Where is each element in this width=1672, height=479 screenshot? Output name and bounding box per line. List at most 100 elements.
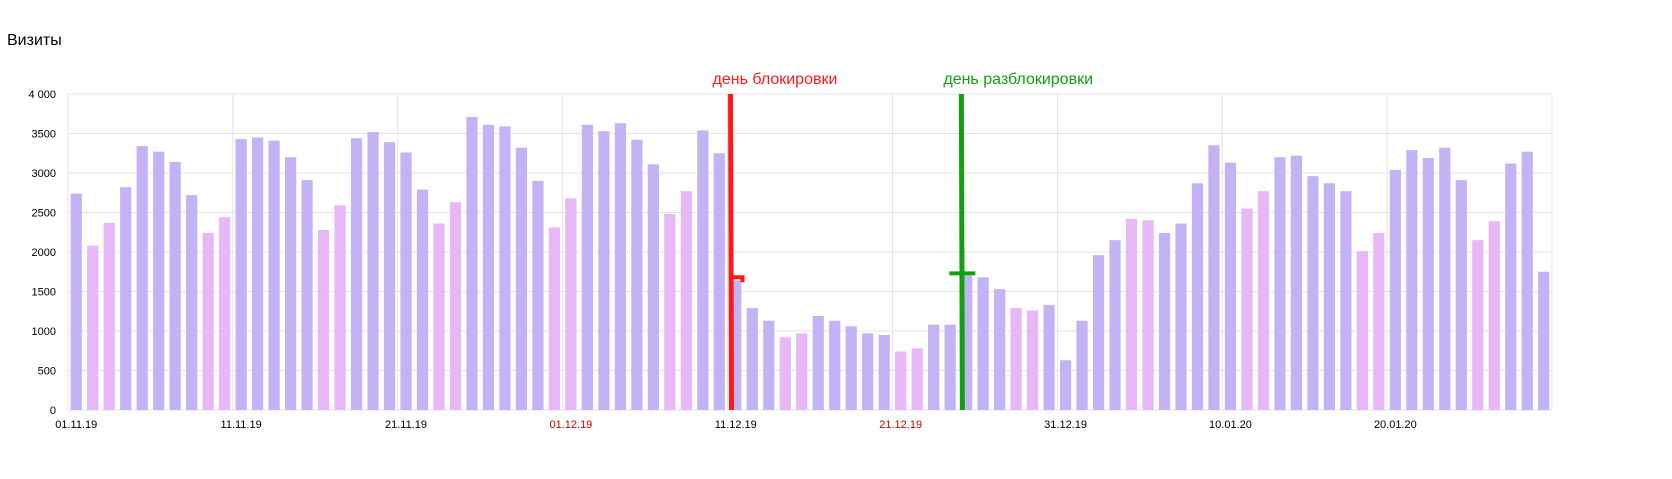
bar [1158,233,1171,410]
bar [1521,151,1533,411]
y-tick-label: 1500 [32,287,56,299]
annotation-tick [730,275,745,283]
bar [829,320,841,410]
bar [252,137,264,410]
bar [367,131,379,411]
bar [317,229,330,410]
x-axis-ticks: 01.11.19 11.11.19 21.11.19 01.12.19 11.12.19… [55,419,1417,431]
bar [614,123,626,410]
bar [202,233,214,410]
x-tick-label: 20.01.20 [1374,419,1417,431]
bar [120,187,132,410]
bar [1010,308,1022,410]
bar [647,164,659,410]
bar [1488,221,1500,410]
bar [878,334,890,410]
bar [186,195,198,410]
bar [400,152,412,410]
bar [928,324,940,410]
bar [268,140,280,411]
bar [1059,360,1072,410]
x-tick-label: 21.11.19 [385,419,427,431]
y-tick-label: 3500 [32,129,56,141]
x-tick-label: 11.11.19 [221,419,262,431]
bar [1241,208,1253,410]
bar [1026,310,1039,410]
bar [664,214,676,410]
y-tick-label: 0 [50,405,56,417]
bar [911,348,923,410]
bar [235,139,247,410]
bar [1472,240,1484,410]
bar [812,315,824,410]
bar [1125,218,1138,410]
annotation-line [728,93,735,411]
bar [730,280,742,410]
bar [1406,150,1418,410]
y-tick-label: 3000 [32,168,56,180]
x-tick-label: 10.01.20 [1209,419,1252,431]
x-tick-label: 01.12.19 [549,419,592,431]
bar [779,337,791,410]
bar [1076,320,1088,410]
annotation-line [958,93,965,411]
bar [1274,157,1286,410]
bar [581,124,594,410]
bar [1422,157,1434,410]
bar [1191,183,1204,410]
bar [301,180,313,410]
annotation-label: день разблокировки [943,71,1093,88]
bar [1142,220,1154,410]
bar [1092,255,1105,410]
y-tick-label: 500 [38,366,56,378]
bar [1109,240,1121,410]
bar [1505,163,1517,410]
bar [532,180,544,410]
bar [697,130,709,410]
bar [153,151,165,411]
bars [70,116,1550,411]
bar [631,139,643,410]
bar [136,146,148,410]
y-tick-label: 2500 [32,208,56,220]
bar [977,277,989,410]
bar [796,333,808,410]
x-tick-label: 31.12.19 [1044,419,1087,431]
bar [548,227,561,410]
y-tick-label: 1000 [32,326,56,338]
bar [1340,191,1352,410]
bar [763,320,775,410]
bar [1373,233,1385,410]
bar [994,289,1006,410]
bar [103,222,115,410]
bar [961,275,973,410]
bar [70,193,82,410]
bar [1307,176,1319,410]
bar [598,131,610,410]
bar [1538,271,1550,410]
bar [466,116,478,410]
bar [1389,169,1401,410]
annotations: день блокировки день разблокировки [713,71,1093,411]
bar [449,202,462,410]
bar [350,138,363,411]
bar [87,245,99,410]
x-tick-label: 11.12.19 [715,419,757,431]
bar [433,223,445,410]
y-tick-label: 4 000 [28,89,56,101]
bar [746,308,758,410]
bar [1224,162,1237,410]
bar [1208,145,1220,410]
annotation-label: день блокировки [713,71,838,88]
bar [845,326,857,410]
bar [334,205,346,410]
bar [219,217,231,410]
bar [284,157,297,410]
bar [499,126,511,410]
bar [1356,251,1368,410]
bar [1439,147,1451,410]
bar [565,198,577,410]
bar [383,142,396,410]
bar [862,333,874,410]
